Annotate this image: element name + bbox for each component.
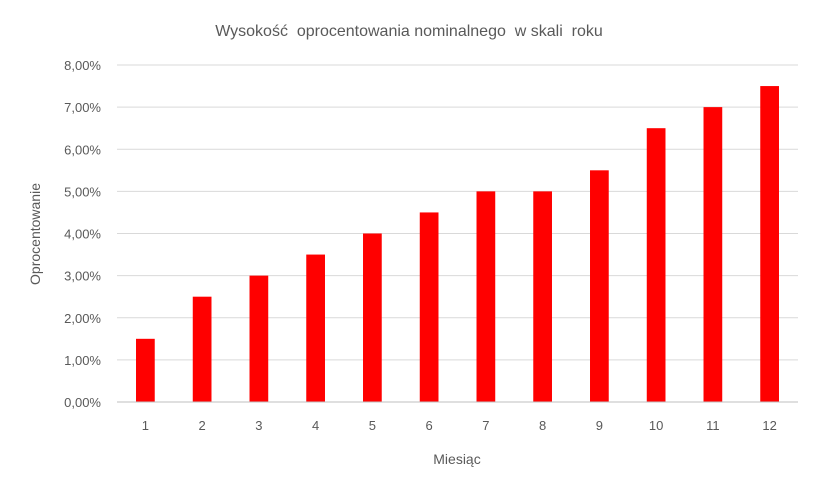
x-tick-label: 6 (426, 418, 433, 433)
x-tick-label: 9 (596, 418, 603, 433)
bar-11 (703, 107, 723, 402)
x-tick-label: 2 (199, 418, 206, 433)
bar-2 (192, 296, 212, 402)
y-tick-label: 7,00% (64, 100, 101, 115)
x-tick-label: 12 (762, 418, 776, 433)
x-tick-label: 8 (539, 418, 546, 433)
bar-5 (363, 233, 382, 402)
y-tick-label: 3,00% (64, 269, 101, 284)
bar-6 (419, 212, 439, 402)
y-tick-label: 8,00% (64, 58, 101, 73)
x-tick-label: 3 (255, 418, 262, 433)
bar-7 (476, 191, 496, 402)
bar-9 (590, 170, 609, 402)
chart-title: Wysokość oprocentowania nominalnego w sk… (215, 23, 603, 40)
y-tick-label: 0,00% (64, 395, 101, 410)
x-tick-label: 1 (142, 418, 149, 433)
bar-10 (646, 128, 666, 402)
x-tick-label: 11 (706, 418, 720, 433)
bars (136, 86, 779, 402)
y-tick-label: 6,00% (64, 142, 101, 157)
y-axis-title: Oprocentowanie (27, 183, 43, 285)
gridlines (117, 64, 798, 361)
y-tick-label: 5,00% (64, 184, 101, 199)
x-axis-ticks: 1 2 3 4 5 6 7 8 9 10 11 12 (142, 418, 777, 433)
bar-4 (306, 254, 325, 402)
y-tick-label: 4,00% (64, 227, 101, 242)
x-axis-title: Miesiąc (433, 451, 480, 467)
bar-8 (533, 191, 552, 402)
bar-1 (136, 338, 155, 402)
y-tick-label: 2,00% (64, 311, 101, 326)
x-tick-label: 4 (312, 418, 319, 433)
bar-3 (249, 275, 269, 402)
x-tick-label: 7 (482, 418, 489, 433)
x-tick-label: 5 (369, 418, 376, 433)
bar-12 (760, 86, 779, 402)
x-tick-label: 10 (649, 418, 663, 433)
y-tick-label: 1,00% (64, 353, 101, 368)
y-axis-ticks: 0,00% 1,00% 2,00% 3,00% 4,00% 5,00% 6,00% 7,00%… (64, 58, 101, 410)
